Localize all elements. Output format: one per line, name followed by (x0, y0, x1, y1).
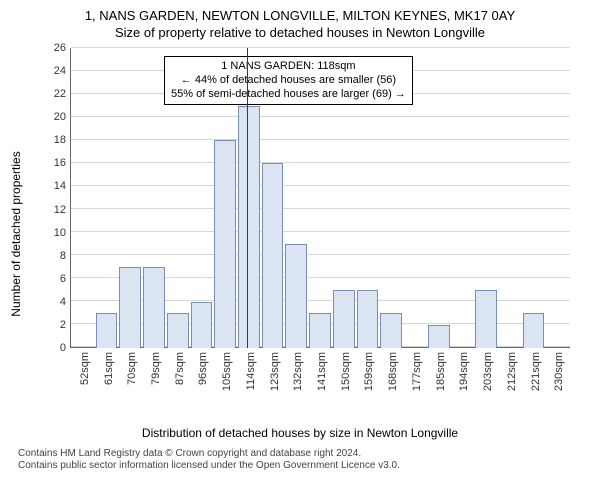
y-axis-label: Number of detached properties (9, 151, 23, 316)
x-tick-label: 168sqm (387, 352, 399, 391)
annotation-line: ← 44% of detached houses are smaller (56… (171, 74, 406, 88)
bar-slot: 194sqm (452, 48, 474, 348)
bar-slot: 52sqm (72, 48, 94, 348)
histogram-bar (167, 313, 189, 348)
bar-slot: 230sqm (546, 48, 568, 348)
y-tick-label: 8 (60, 250, 66, 262)
x-tick-label: 79sqm (150, 352, 162, 385)
histogram-bar (285, 244, 307, 348)
y-tick-label: 12 (54, 204, 66, 216)
x-tick-label: 150sqm (340, 352, 352, 391)
y-tick-label: 6 (60, 273, 66, 285)
chart-subtitle: Size of property relative to detached ho… (8, 25, 592, 40)
x-tick-label: 96sqm (197, 352, 209, 385)
y-tick-label: 20 (54, 111, 66, 123)
bar-slot: 203sqm (475, 48, 497, 348)
y-tick-label: 26 (54, 42, 66, 54)
footer-line: Contains public sector information licen… (18, 460, 592, 472)
y-tick-label: 0 (60, 342, 66, 354)
x-tick-label: 70sqm (126, 352, 138, 385)
bar-slot: 79sqm (143, 48, 165, 348)
x-tick-label: 230sqm (553, 352, 565, 391)
x-tick-label: 177sqm (411, 352, 423, 391)
reference-line (247, 48, 248, 348)
histogram-bar (238, 106, 260, 348)
histogram-bar (380, 313, 402, 348)
x-tick-label: 52sqm (79, 352, 91, 385)
histogram-bar (309, 313, 331, 348)
y-tick-label: 22 (54, 88, 66, 100)
attribution-footer: Contains HM Land Registry data © Crown c… (8, 448, 592, 472)
x-axis-label: Distribution of detached houses by size … (8, 426, 592, 440)
annotation-line: 55% of semi-detached houses are larger (… (171, 88, 406, 102)
x-tick-label: 105sqm (221, 352, 233, 391)
x-tick-label: 185sqm (435, 352, 447, 391)
x-tick-label: 61sqm (103, 352, 115, 385)
histogram-bar (191, 302, 213, 348)
bar-slot: 70sqm (119, 48, 141, 348)
annotation-line: 1 NANS GARDEN: 118sqm (171, 60, 406, 74)
y-tick-label: 14 (54, 180, 66, 192)
x-tick-label: 212sqm (506, 352, 518, 391)
annotation-box: 1 NANS GARDEN: 118sqm ← 44% of detached … (164, 56, 413, 105)
page-title: 1, NANS GARDEN, NEWTON LONGVILLE, MILTON… (8, 8, 592, 23)
y-tick-label: 4 (60, 296, 66, 308)
histogram-bar (333, 290, 355, 348)
histogram-bar (143, 267, 165, 348)
y-tick-label: 18 (54, 134, 66, 146)
histogram-bar (119, 267, 141, 348)
histogram-bar (428, 325, 450, 348)
footer-line: Contains HM Land Registry data © Crown c… (18, 448, 592, 460)
x-tick-label: 203sqm (482, 352, 494, 391)
y-tick-label: 16 (54, 157, 66, 169)
x-tick-label: 87sqm (174, 352, 186, 385)
x-tick-label: 159sqm (363, 352, 375, 391)
y-tick-label: 2 (60, 319, 66, 331)
histogram-bar (475, 290, 497, 348)
bar-slot: 212sqm (499, 48, 521, 348)
x-tick-label: 141sqm (316, 352, 328, 391)
y-tick-label: 24 (54, 65, 66, 77)
bar-slot: 185sqm (428, 48, 450, 348)
chart-container: Number of detached properties 52sqm61sqm… (20, 44, 580, 424)
x-tick-label: 132sqm (292, 352, 304, 391)
y-tick-label: 10 (54, 227, 66, 239)
histogram-bar (96, 313, 118, 348)
x-tick-label: 114sqm (245, 352, 257, 390)
x-tick-label: 123sqm (269, 352, 281, 391)
x-tick-label: 221sqm (530, 352, 542, 391)
bar-slot: 221sqm (523, 48, 545, 348)
histogram-bar (357, 290, 379, 348)
bar-slot: 61sqm (96, 48, 118, 348)
x-tick-label: 194sqm (458, 352, 470, 391)
histogram-bar (214, 140, 236, 348)
histogram-bar (262, 163, 284, 348)
histogram-bar (523, 313, 545, 348)
